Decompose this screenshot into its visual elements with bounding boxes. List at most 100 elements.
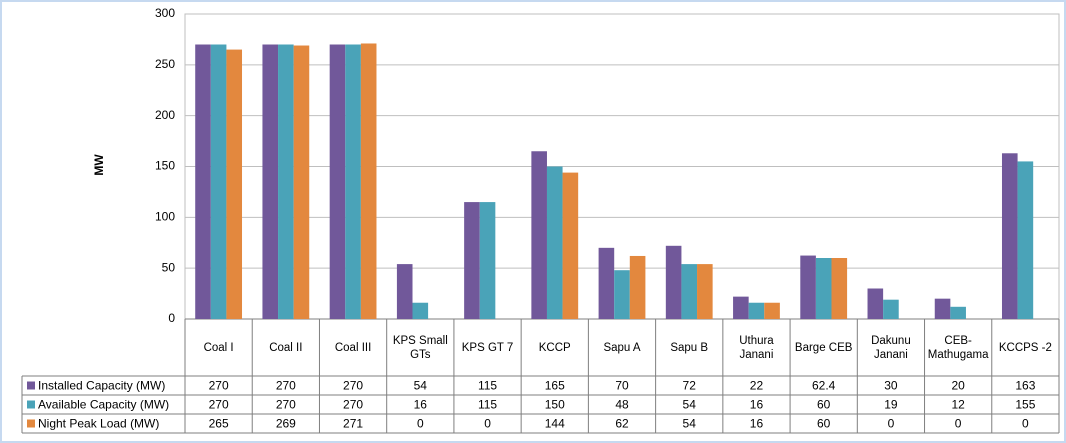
table-value: 155 [1015,398,1035,412]
table-value: 165 [545,379,565,393]
x-tick-label: Coal III [334,341,372,354]
bar [1001,153,1018,319]
bar [546,166,563,319]
table-value: 163 [1015,379,1035,393]
x-tick-label: KPS GT 7 [461,341,514,354]
table-value: 20 [951,379,965,393]
bar [329,44,346,319]
x-tick-label: Sapu A [603,341,641,354]
table-value: 270 [343,379,363,393]
table-value: 270 [276,398,296,412]
legend-swatch [27,381,35,390]
x-tick-label: Barge CEB [794,341,853,354]
bar [934,298,951,319]
legend-label: Available Capacity (MW) [38,398,169,412]
bar [464,202,480,319]
table-value: 60 [817,417,831,431]
y-tick-label: 300 [155,6,175,20]
table-value: 270 [209,379,229,393]
x-tick-label: Sapu B [670,341,709,354]
table-value: 115 [478,398,497,412]
table-value: 270 [276,379,296,393]
bar [531,151,547,319]
bar [293,45,310,320]
y-tick-label: 50 [162,260,176,274]
table-value: 270 [209,398,229,412]
bar [396,264,413,319]
table-value: 72 [683,379,697,393]
bar [697,264,713,319]
table-value: 144 [545,417,565,431]
x-tick-label: CEB-Mathugama [927,334,989,361]
x-tick-label: Uthura Janani [739,334,774,361]
table-value: 16 [414,398,428,412]
legend-label: Installed Capacity (MW) [38,379,165,393]
legend-label: Night Peak Load (MW) [38,417,159,431]
table-value: 54 [683,417,697,431]
bar [681,264,698,319]
x-tick-label: Coal II [269,341,303,354]
bar [733,296,749,319]
x-tick-label: Dakunu Janani [871,334,911,361]
legend-swatch [27,419,35,428]
bar [195,44,211,319]
table-value: 0 [1022,417,1029,431]
table-value: 0 [955,417,962,431]
table-value: 0 [484,417,491,431]
table-value: 115 [478,379,497,393]
bar [210,44,227,319]
table-value: 62 [615,417,629,431]
table-value: 12 [951,398,965,412]
table-value: 16 [750,398,764,412]
bar [950,306,966,319]
table-value: 270 [343,398,363,412]
table-value: 48 [615,398,629,412]
y-tick-label: 200 [155,108,175,122]
bar [479,202,496,319]
y-tick-label: 250 [155,57,175,71]
x-tick-label: Coal I [203,341,234,354]
legend-swatch [27,400,35,409]
table-value: 265 [209,417,229,431]
bar [598,247,615,319]
table-value: 0 [417,417,424,431]
table-value: 30 [884,379,898,393]
y-tick-label: 0 [168,311,175,325]
x-tick-label: KCCPS -2 [998,341,1052,354]
bar [1017,161,1034,319]
table-value: 271 [343,417,363,431]
y-tick-label: 100 [155,210,175,224]
bar [883,299,899,319]
bar [360,43,377,319]
bar [226,49,243,319]
y-axis-label: MW [92,154,106,176]
x-tick-label: KCCP [538,341,571,354]
x-tick-label: KPS Small GTs [392,334,448,361]
table-value: 150 [545,398,565,412]
bar [278,44,294,319]
bar [815,258,832,319]
table-value: 54 [683,398,697,412]
bar [867,288,884,319]
bar [665,245,682,319]
bar [629,255,646,319]
bar [562,172,579,319]
bar [800,255,816,319]
table-value: 0 [888,417,895,431]
bar [345,44,361,319]
bar [748,302,765,319]
table-value: 54 [414,379,428,393]
bar [831,258,848,319]
table-value: 60 [817,398,831,412]
table-value: 70 [615,379,629,393]
table-value: 16 [750,417,764,431]
bar [764,302,780,319]
bar [614,270,630,319]
y-tick-label: 150 [155,159,175,173]
bar [262,44,279,319]
table-value: 22 [750,379,764,393]
table-value: 19 [884,398,898,412]
